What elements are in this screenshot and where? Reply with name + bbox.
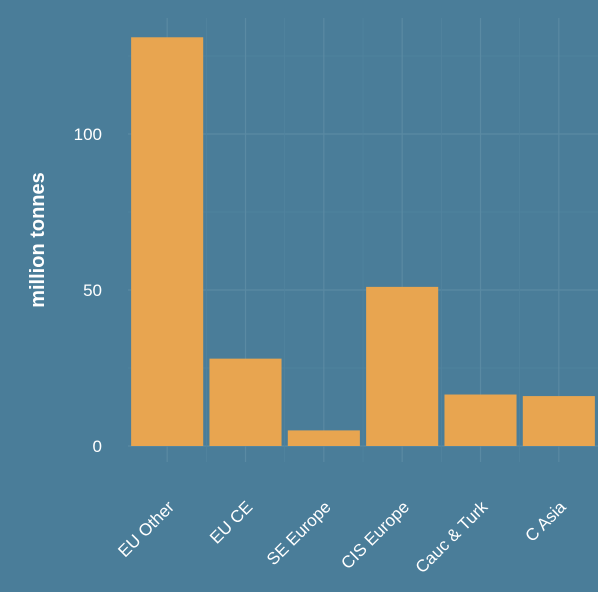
- x-tick-label: Cauc & Turk: [412, 497, 492, 577]
- bar-cauc-turk: [444, 394, 517, 446]
- y-tick-label: 50: [83, 281, 102, 300]
- bar-eu-ce: [209, 358, 282, 446]
- y-tick-label: 100: [74, 125, 102, 144]
- y-tick-labels: 0 50 100: [74, 125, 102, 456]
- bars: [131, 37, 595, 446]
- bar-se-europe: [287, 430, 360, 446]
- bar-eu-other: [131, 37, 204, 446]
- y-axis-title: million tonnes: [27, 172, 49, 308]
- bar-c-asia: [522, 396, 595, 446]
- x-tick-label: EU Other: [114, 497, 178, 561]
- x-tick-label: SE Europe: [263, 497, 335, 569]
- x-tick-label: C Asia: [521, 497, 570, 546]
- bar-cis-europe: [366, 286, 439, 446]
- x-tick-label: CIS Europe: [337, 497, 413, 573]
- y-tick-label: 0: [93, 437, 102, 456]
- x-tick-label: EU CE: [206, 497, 256, 547]
